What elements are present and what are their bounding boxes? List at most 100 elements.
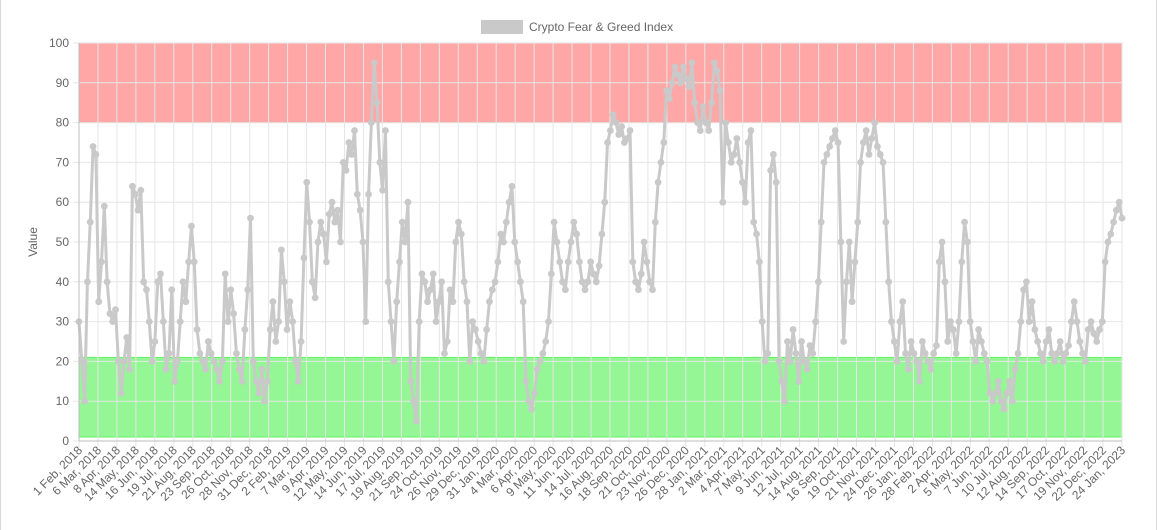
data-point[interactable] — [741, 198, 749, 206]
data-point[interactable] — [210, 358, 218, 365]
data-point[interactable] — [671, 63, 679, 71]
data-point[interactable] — [89, 143, 97, 150]
data-point[interactable] — [918, 338, 926, 345]
data-point[interactable] — [1006, 377, 1013, 385]
data-point[interactable] — [719, 198, 727, 206]
data-point[interactable] — [109, 318, 117, 325]
data-point[interactable] — [1000, 405, 1008, 413]
data-point[interactable] — [556, 258, 564, 266]
data-point[interactable] — [761, 358, 769, 365]
data-point[interactable] — [806, 342, 814, 349]
data-point[interactable] — [992, 389, 999, 397]
data-point[interactable] — [764, 350, 772, 357]
data-point[interactable] — [657, 159, 665, 166]
data-point[interactable] — [427, 286, 434, 294]
data-point[interactable] — [418, 270, 426, 278]
data-point[interactable] — [1056, 338, 1064, 345]
data-point[interactable] — [674, 71, 682, 79]
data-point[interactable] — [148, 358, 156, 365]
data-point[interactable] — [893, 358, 901, 365]
data-point[interactable] — [165, 350, 173, 357]
data-point[interactable] — [401, 238, 409, 246]
data-point[interactable] — [241, 326, 249, 333]
data-point[interactable] — [412, 417, 420, 425]
data-point[interactable] — [249, 358, 257, 365]
data-point[interactable] — [795, 377, 803, 385]
data-point[interactable] — [370, 59, 378, 67]
data-point[interactable] — [550, 218, 558, 226]
data-point[interactable] — [576, 258, 583, 266]
data-point[interactable] — [963, 238, 971, 246]
data-point[interactable] — [899, 298, 907, 306]
data-point[interactable] — [817, 218, 825, 226]
data-point[interactable] — [584, 278, 592, 286]
data-point[interactable] — [812, 318, 819, 325]
data-point[interactable] — [404, 198, 412, 206]
data-point[interactable] — [902, 350, 909, 357]
data-point[interactable] — [834, 139, 842, 146]
data-point[interactable] — [151, 338, 159, 345]
data-point[interactable] — [708, 99, 715, 107]
data-point[interactable] — [345, 139, 353, 146]
data-point[interactable] — [342, 166, 350, 174]
data-point[interactable] — [823, 151, 831, 158]
data-point[interactable] — [1003, 389, 1011, 397]
data-point[interactable] — [508, 182, 516, 190]
data-point[interactable] — [188, 222, 195, 230]
data-point[interactable] — [595, 262, 603, 270]
data-point[interactable] — [317, 218, 325, 226]
data-point[interactable] — [1045, 326, 1053, 333]
data-point[interactable] — [975, 326, 983, 333]
data-point[interactable] — [140, 278, 148, 286]
data-point[interactable] — [365, 190, 372, 198]
data-point[interactable] — [857, 159, 864, 166]
data-point[interactable] — [280, 278, 288, 286]
data-point[interactable] — [536, 358, 544, 365]
data-point[interactable] — [356, 206, 364, 214]
data-point[interactable] — [168, 286, 176, 294]
data-point[interactable] — [328, 198, 336, 206]
data-point[interactable] — [159, 318, 167, 325]
data-point[interactable] — [862, 127, 870, 134]
legend-swatch[interactable] — [481, 20, 523, 34]
data-point[interactable] — [114, 358, 122, 365]
data-point[interactable] — [1053, 350, 1061, 357]
data-point[interactable] — [609, 111, 617, 119]
data-point[interactable] — [137, 186, 145, 194]
data-point[interactable] — [755, 258, 763, 266]
data-point[interactable] — [646, 278, 654, 286]
data-point[interactable] — [944, 338, 952, 345]
data-point[interactable] — [286, 298, 294, 306]
data-point[interactable] — [471, 326, 479, 333]
data-point[interactable] — [441, 350, 448, 357]
data-point[interactable] — [547, 270, 555, 278]
data-point[interactable] — [129, 182, 136, 190]
data-point[interactable] — [567, 238, 575, 246]
data-point[interactable] — [792, 350, 800, 357]
data-point[interactable] — [803, 365, 811, 373]
data-point[interactable] — [649, 286, 656, 294]
data-point[interactable] — [618, 123, 625, 130]
data-point[interactable] — [685, 83, 693, 91]
data-point[interactable] — [1065, 342, 1072, 349]
data-point[interactable] — [86, 218, 94, 226]
data-point[interactable] — [654, 178, 662, 186]
data-point[interactable] — [907, 338, 915, 345]
data-point[interactable] — [463, 298, 471, 306]
data-point[interactable] — [598, 230, 606, 238]
data-point[interactable] — [601, 198, 609, 206]
data-point[interactable] — [632, 278, 640, 286]
data-point[interactable] — [531, 389, 538, 397]
data-point[interactable] — [1025, 318, 1033, 325]
data-point[interactable] — [750, 218, 758, 226]
data-point[interactable] — [311, 294, 319, 302]
data-point[interactable] — [106, 310, 114, 318]
data-point[interactable] — [278, 246, 285, 254]
data-point[interactable] — [303, 178, 311, 186]
data-point[interactable] — [890, 338, 898, 345]
data-point[interactable] — [688, 59, 696, 67]
data-point[interactable] — [564, 258, 572, 266]
data-point[interactable] — [699, 103, 707, 111]
data-point[interactable] — [216, 377, 223, 385]
data-point[interactable] — [263, 377, 271, 385]
